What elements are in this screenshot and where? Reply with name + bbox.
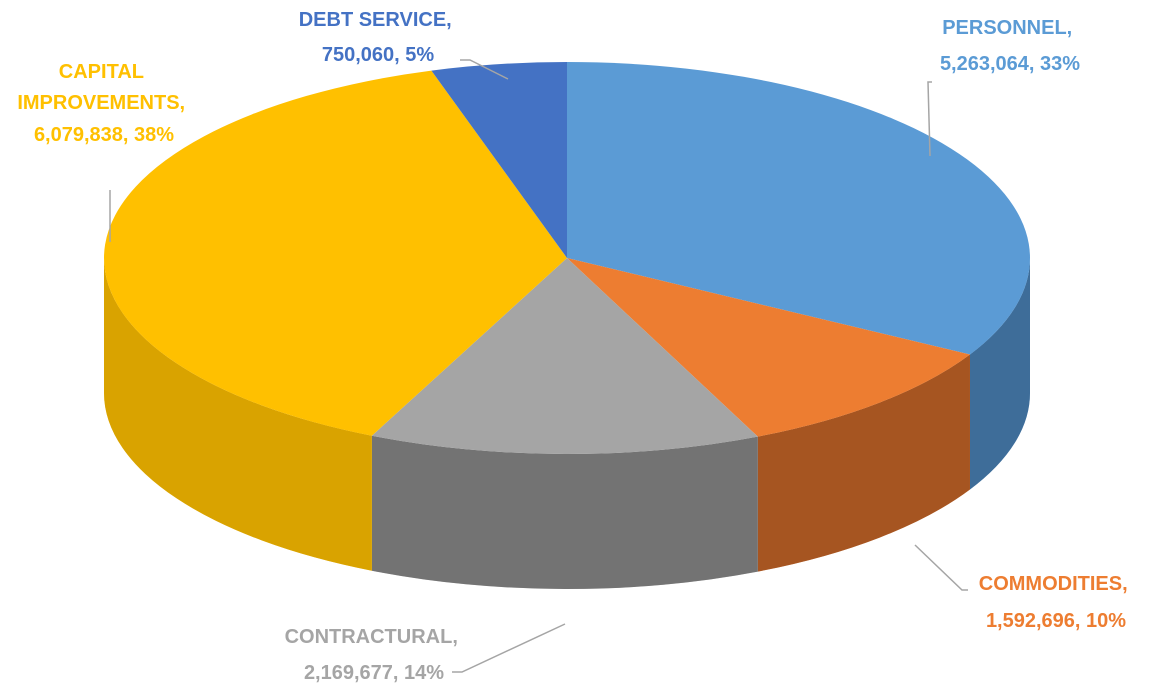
label-commodities-value: 1,592,696, 10%: [986, 610, 1126, 632]
label-commodities-name: COMMODITIES,: [979, 573, 1128, 595]
leader-commodities: [914, 544, 968, 591]
leader-personnel: [927, 81, 932, 157]
leader-contractural: [452, 623, 566, 673]
pie-slice-personnel: [567, 62, 1030, 355]
label-capital-improvements: CAPITAL IMPROVEMENTS, 6,079,838, 38%: [17, 61, 190, 146]
pie-side-shade-commodities: [757, 354, 970, 572]
pie-side-shade-capital-improvements: [104, 258, 372, 571]
label-personnel: PERSONNEL, 5,263,064, 33%: [940, 17, 1080, 75]
label-debt-service: DEBT SERVICE, 750,060, 5%: [299, 9, 458, 66]
leader-lines: [109, 59, 968, 673]
pie-side-walls: [104, 258, 1030, 589]
label-contractural-value: 2,169,677, 14%: [304, 662, 444, 684]
label-debt-service-name: DEBT SERVICE,: [299, 9, 452, 31]
label-personnel-name: PERSONNEL,: [942, 17, 1072, 39]
label-contractural: CONTRACTURAL, 2,169,677, 14%: [285, 626, 464, 684]
pie-slice-capital-improvements: [103, 70, 568, 436]
label-commodities: COMMODITIES, 1,592,696, 10%: [979, 573, 1133, 632]
pie-slice-commodities: [567, 258, 970, 437]
label-debt-service-value: 750,060, 5%: [322, 44, 435, 66]
label-capital-improvements-name-1: CAPITAL: [59, 61, 144, 83]
leader-debt-service: [460, 59, 509, 80]
label-capital-improvements-name-2: IMPROVEMENTS,: [17, 92, 185, 114]
pie-top-faces: [103, 62, 1030, 454]
pie-side-shade-personnel: [969, 258, 1030, 490]
label-capital-improvements-value: 6,079,838, 38%: [34, 124, 174, 146]
pie-side-shade-contractural: [371, 435, 758, 589]
label-contractural-name: CONTRACTURAL,: [285, 626, 458, 648]
label-personnel-value: 5,263,064, 33%: [940, 53, 1080, 75]
pie-slice-debt-service: [431, 62, 567, 258]
pie-slice-contractural: [371, 258, 758, 454]
